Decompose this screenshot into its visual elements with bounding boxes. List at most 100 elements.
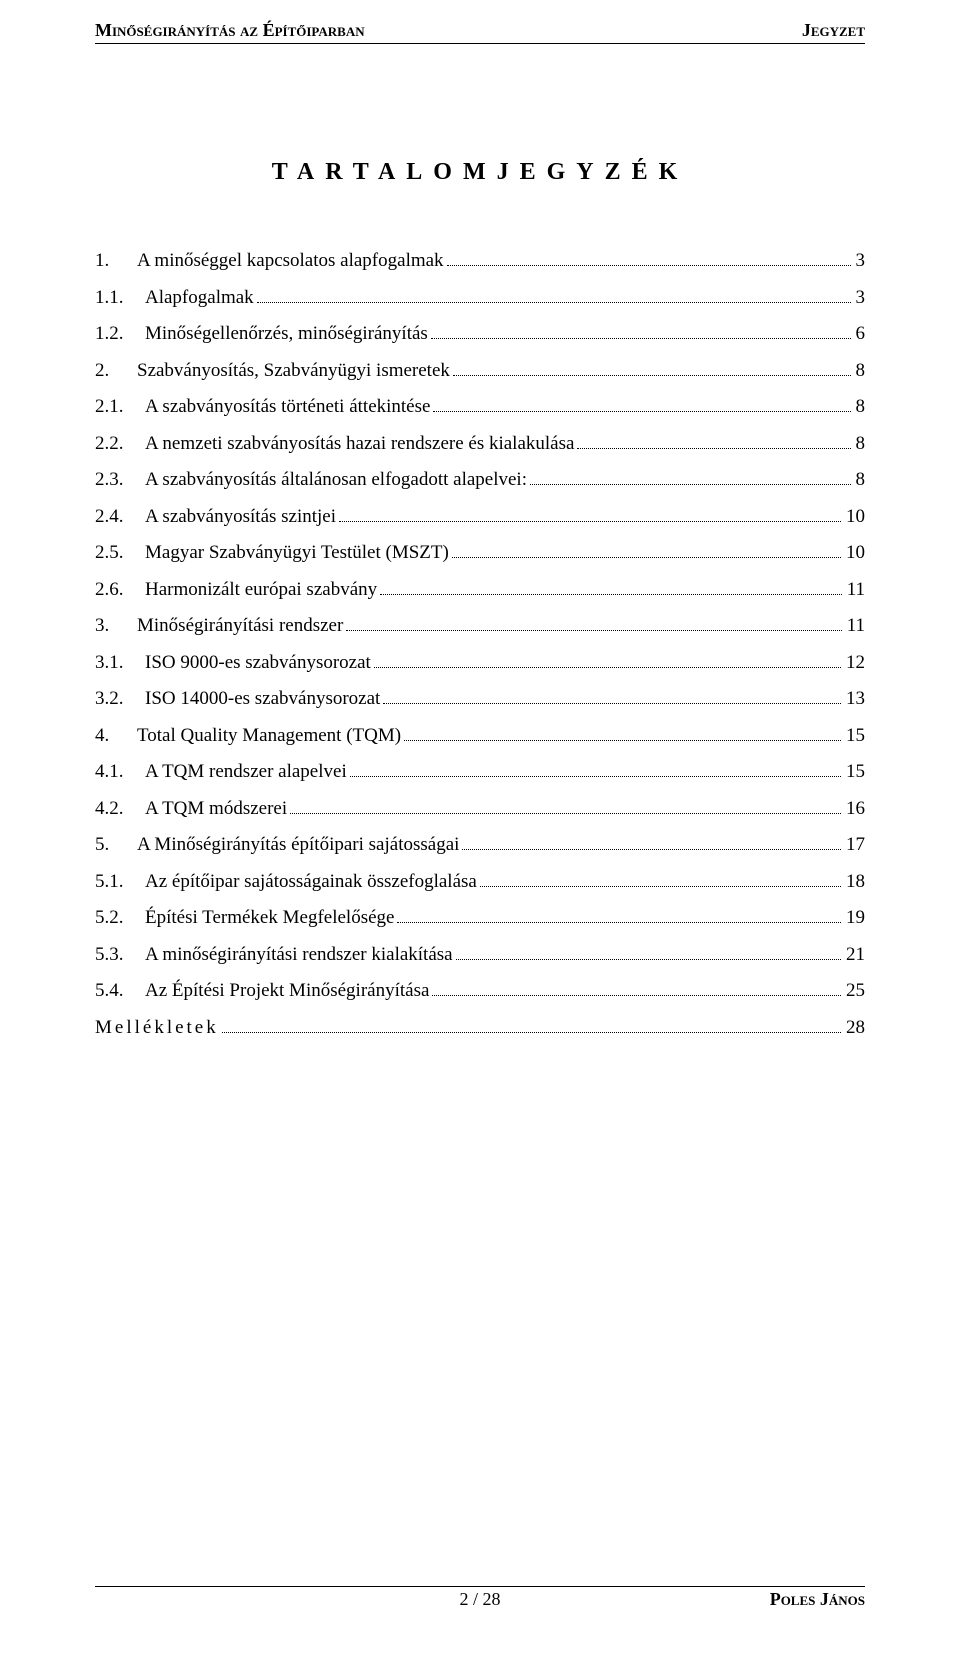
toc-leader-dots bbox=[577, 448, 850, 449]
toc-entry-page: 25 bbox=[844, 981, 865, 1000]
toc-entry-text: Minőségellenőrzés, minőségirányítás bbox=[145, 324, 428, 343]
toc-entry-number: 5.4. bbox=[95, 981, 145, 1000]
toc-row: 2.3.A szabványosítás általánosan elfogad… bbox=[95, 470, 865, 489]
toc-row: 2.4.A szabványosítás szintjei 10 bbox=[95, 507, 865, 526]
toc-entry-text: A nemzeti szabványosítás hazai rendszere… bbox=[145, 434, 574, 453]
toc-leader-dots bbox=[290, 813, 841, 814]
toc-leader-dots bbox=[433, 411, 850, 412]
toc-entry-text: A szabványosítás szintjei bbox=[145, 507, 336, 526]
toc-leader-dots bbox=[447, 265, 851, 266]
toc-entry-page: 12 bbox=[844, 653, 865, 672]
toc-leader-dots bbox=[346, 630, 841, 631]
toc-entry-text: A szabványosítás történeti áttekintése bbox=[145, 397, 430, 416]
toc-entry-page: 17 bbox=[844, 835, 865, 854]
toc-entry-number: 3.1. bbox=[95, 653, 145, 672]
toc-entry-number: 2.4. bbox=[95, 507, 145, 526]
toc-row: 3.Minőségirányítási rendszer 11 bbox=[95, 616, 865, 635]
toc-entry-text: Total Quality Management (TQM) bbox=[137, 726, 401, 745]
toc-entry-number: 2.2. bbox=[95, 434, 145, 453]
toc-entry-number: 1.2. bbox=[95, 324, 145, 343]
toc-row: 1.1.Alapfogalmak3 bbox=[95, 288, 865, 307]
toc-entry-number: 5. bbox=[95, 835, 137, 854]
toc-entry-text: Az építőipar sajátosságainak összefoglal… bbox=[145, 872, 477, 891]
toc-entry-page: 8 bbox=[854, 470, 866, 489]
toc-entry-number: 4.2. bbox=[95, 799, 145, 818]
toc-leader-dots bbox=[456, 959, 841, 960]
toc-row: 4.2.A TQM módszerei 16 bbox=[95, 799, 865, 818]
toc-leader-dots bbox=[480, 886, 841, 887]
toc-leader-dots bbox=[453, 375, 851, 376]
toc-leader-dots bbox=[339, 521, 841, 522]
page-header: Minőségirányítás az Építőiparban Jegyzet bbox=[95, 20, 865, 44]
toc-entry-page: 8 bbox=[854, 397, 866, 416]
toc-entry-text: ISO 9000-es szabványsorozat bbox=[145, 653, 371, 672]
toc-entry-number: 5.1. bbox=[95, 872, 145, 891]
toc-entry-page: 28 bbox=[844, 1018, 865, 1037]
toc-leader-dots bbox=[462, 849, 841, 850]
toc-row: 3.1.ISO 9000-es szabványsorozat 12 bbox=[95, 653, 865, 672]
toc-entry-text: Építési Termékek Megfelelősége bbox=[145, 908, 394, 927]
toc-row: 2.5.Magyar Szabványügyi Testület (MSZT)1… bbox=[95, 543, 865, 562]
toc-leader-dots bbox=[431, 338, 851, 339]
toc-row: 5.1.Az építőipar sajátosságainak összefo… bbox=[95, 872, 865, 891]
toc-leader-dots bbox=[397, 922, 841, 923]
toc-entry-page: 3 bbox=[854, 288, 866, 307]
toc-row: 2.Szabványosítás, Szabványügyi ismeretek… bbox=[95, 361, 865, 380]
toc-entry-page: 21 bbox=[844, 945, 865, 964]
toc-entry-page: 11 bbox=[845, 616, 865, 635]
toc-row: 4.Total Quality Management (TQM) 15 bbox=[95, 726, 865, 745]
toc-row: 3.2.ISO 14000-es szabványsorozat13 bbox=[95, 689, 865, 708]
toc-leader-dots bbox=[404, 740, 841, 741]
toc-row: 5.4.Az Építési Projekt Minőségirányítása… bbox=[95, 981, 865, 1000]
toc-entry-text: Mellékletek bbox=[95, 1018, 219, 1037]
toc-entry-text: A Minőségirányítás építőipari sajátosság… bbox=[137, 835, 459, 854]
toc-entry-text: Alapfogalmak bbox=[145, 288, 254, 307]
toc-row: 5.2.Építési Termékek Megfelelősége19 bbox=[95, 908, 865, 927]
toc-title: TARTALOMJEGYZÉK bbox=[95, 159, 865, 186]
toc-entry-number: 4. bbox=[95, 726, 137, 745]
toc-row: 2.2.A nemzeti szabványosítás hazai rends… bbox=[95, 434, 865, 453]
toc-entry-page: 8 bbox=[854, 434, 866, 453]
toc-entry-text: A TQM rendszer alapelvei bbox=[145, 762, 347, 781]
toc-row: 1.A minőséggel kapcsolatos alapfogalmak 3 bbox=[95, 251, 865, 270]
toc-entry-text: ISO 14000-es szabványsorozat bbox=[145, 689, 380, 708]
toc-entry-page: 15 bbox=[844, 726, 865, 745]
toc-leader-dots bbox=[380, 594, 842, 595]
toc-leader-dots bbox=[374, 667, 841, 668]
toc-entry-text: A minőséggel kapcsolatos alapfogalmak bbox=[137, 251, 444, 270]
toc-entry-text: A minőségirányítási rendszer kialakítása bbox=[145, 945, 453, 964]
header-left: Minőségirányítás az Építőiparban bbox=[95, 20, 365, 41]
toc-entry-page: 3 bbox=[854, 251, 866, 270]
toc-entry-page: 16 bbox=[844, 799, 865, 818]
toc-entry-number: 5.3. bbox=[95, 945, 145, 964]
toc-entry-text: A TQM módszerei bbox=[145, 799, 287, 818]
toc-entry-number: 1. bbox=[95, 251, 137, 270]
toc-leader-dots bbox=[257, 302, 851, 303]
toc-row: 1.2.Minőségellenőrzés, minőségirányítás6 bbox=[95, 324, 865, 343]
toc-entry-page: 15 bbox=[844, 762, 865, 781]
toc-row: 2.6.Harmonizált európai szabvány11 bbox=[95, 580, 865, 599]
toc-entry-number: 2.3. bbox=[95, 470, 145, 489]
toc-entry-text: Harmonizált európai szabvány bbox=[145, 580, 377, 599]
toc-leader-dots bbox=[452, 557, 841, 558]
toc-row: 5.3.A minőségirányítási rendszer kialakí… bbox=[95, 945, 865, 964]
toc-entry-text: Minőségirányítási rendszer bbox=[137, 616, 343, 635]
toc-row: 5.A Minőségirányítás építőipari sajátoss… bbox=[95, 835, 865, 854]
toc-entry-number: 4.1. bbox=[95, 762, 145, 781]
toc-entry-page: 11 bbox=[845, 580, 865, 599]
toc-entry-page: 18 bbox=[844, 872, 865, 891]
toc-entry-number: 2. bbox=[95, 361, 137, 380]
toc-entry-text: A szabványosítás általánosan elfogadott … bbox=[145, 470, 527, 489]
page-content: Minőségirányítás az Építőiparban Jegyzet… bbox=[0, 0, 960, 1037]
toc-row: 4.1.A TQM rendszer alapelvei 15 bbox=[95, 762, 865, 781]
toc-leader-dots bbox=[222, 1032, 841, 1033]
toc-row: 2.1.A szabványosítás történeti áttekinté… bbox=[95, 397, 865, 416]
toc-leader-dots bbox=[350, 776, 841, 777]
toc-entry-number: 3. bbox=[95, 616, 137, 635]
toc-leader-dots bbox=[432, 995, 841, 996]
toc-entry-page: 10 bbox=[844, 507, 865, 526]
toc-entry-number: 2.1. bbox=[95, 397, 145, 416]
toc-entry-number: 2.5. bbox=[95, 543, 145, 562]
toc-leader-dots bbox=[530, 484, 851, 485]
toc-entry-number: 5.2. bbox=[95, 908, 145, 927]
